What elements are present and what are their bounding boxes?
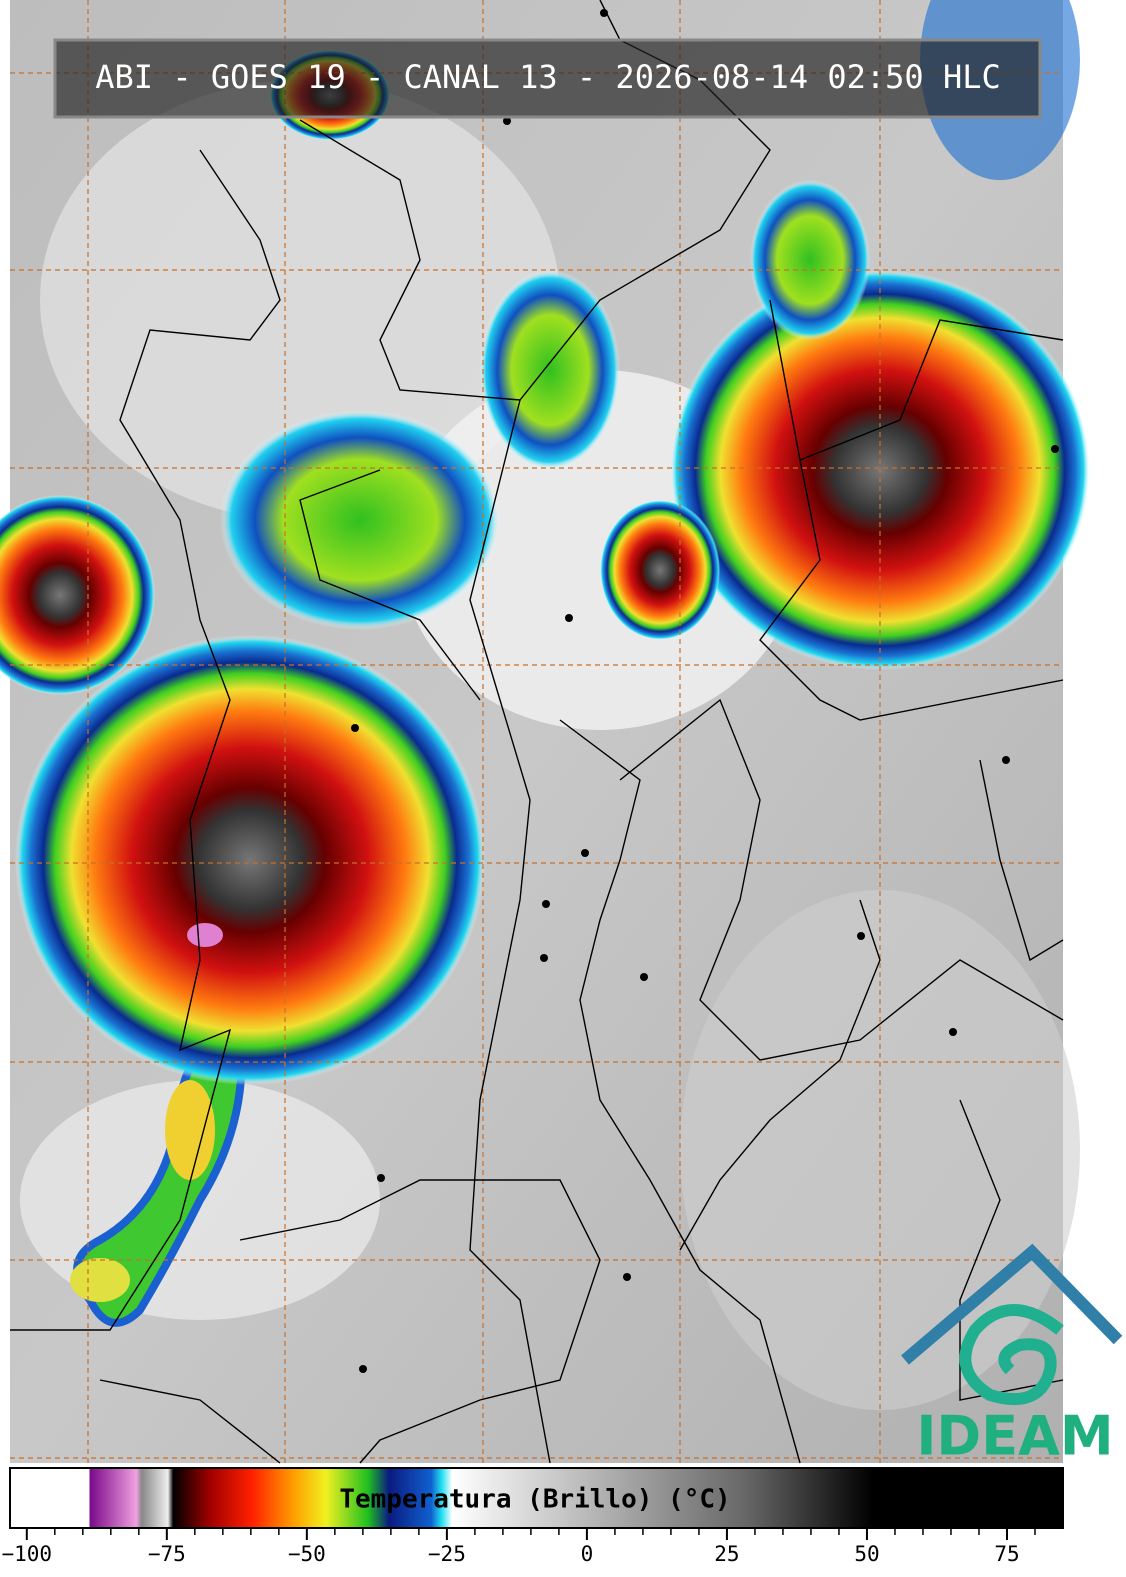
logo-text: IDEAM (916, 1405, 1113, 1468)
tick-label: −50 (288, 1542, 326, 1566)
tick-label: −75 (148, 1542, 186, 1566)
title: ABI - GOES 19 - CANAL 13 - 2026-08-14 02… (95, 58, 1000, 96)
tick-label: 0 (581, 1542, 594, 1566)
map (0, 0, 1090, 1464)
colorbar-axis: −100 −75 −50 −25 0 25 50 75 (2, 1528, 1036, 1566)
tick-label: 75 (994, 1542, 1019, 1566)
tick-label: −100 (2, 1542, 53, 1566)
colorbar (9, 1467, 1064, 1529)
colorbar-label: Temperatura (Brillo) (°C) (339, 1485, 730, 1515)
tick-label: 50 (854, 1542, 879, 1566)
tick-label: −25 (428, 1542, 466, 1566)
logo: IDEAM (901, 1243, 1123, 1468)
title-box (53, 38, 1042, 119)
tick-label: 25 (714, 1542, 739, 1566)
